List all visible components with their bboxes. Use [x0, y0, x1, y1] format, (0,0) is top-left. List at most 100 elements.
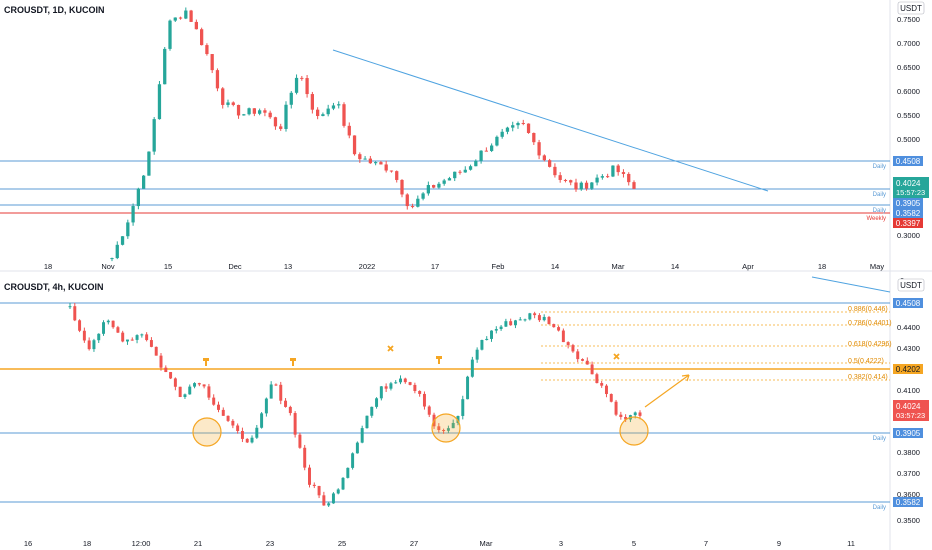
daily-candle: [416, 195, 420, 208]
daily-candle: [184, 7, 188, 20]
daily-candle: [453, 171, 457, 182]
4h-candle: [125, 339, 129, 345]
daily-candle: [384, 160, 388, 173]
daily-candle: [247, 107, 251, 116]
4h-candle: [355, 441, 359, 454]
4h-candle: [288, 405, 292, 416]
4h-candle: [485, 336, 489, 341]
4h-candle: [399, 375, 402, 385]
daily-candle: [421, 192, 425, 201]
4h-candle: [298, 432, 302, 449]
projection-arrow[interactable]: [644, 374, 690, 408]
daily-candle: [268, 110, 272, 119]
top-price-tick-0: 0.7500: [897, 15, 920, 24]
4h-candle: [308, 464, 311, 488]
4h-candle: [351, 452, 355, 470]
4h-candle: [73, 302, 77, 322]
4h-candle: [403, 377, 407, 384]
bottom-time-tick-5: 25: [338, 539, 346, 548]
top-time-axis[interactable]: 18 Nov 15 Dec 13 2022 17 Feb 14 Mar 14 Apr 18 May: [44, 262, 885, 271]
daily-candle: [316, 107, 320, 120]
4h-candle: [327, 501, 331, 507]
4h-candle: [533, 311, 537, 319]
4h-candle: [509, 318, 513, 326]
4h-candle: [552, 323, 556, 328]
daily-candle: [142, 175, 146, 189]
daily-candle: [352, 135, 357, 156]
top-price-axis[interactable]: 0.7500 0.7000 0.6500 0.6000 0.5500 0.5000 0.30…: [897, 15, 920, 240]
4h-chart-pane[interactable]: CROUSDT, 4h, KUCOIN 0 USDT 0.44000.43000…: [0, 276, 929, 548]
bottom-price-tick-4: 0.3800: [897, 448, 920, 457]
4h-candle: [379, 386, 383, 401]
svg-text:0.4508: 0.4508: [896, 157, 921, 166]
4h-candle: [581, 358, 585, 362]
badge-orange-0.4202: 0.4202: [893, 364, 923, 374]
4h-candle: [106, 319, 110, 325]
top-chart-title: CROUSDT, 1D, KUCOIN: [4, 5, 105, 15]
4h-candle: [236, 423, 240, 434]
4h-candle: [576, 349, 580, 363]
daily-candle: [426, 181, 430, 196]
bottom-time-tick-4: 23: [266, 539, 274, 548]
bottom-price-axis[interactable]: 0.44000.43000.41000.39000.38000.37000.36…: [897, 323, 920, 525]
daily-candle: [389, 170, 394, 173]
daily-chart-pane[interactable]: CROUSDT, 1D, KUCOIN USDT 0.7500 0.7000 0.6…: [0, 1, 929, 271]
daily-candle: [479, 150, 483, 164]
daily-candle: [484, 147, 488, 152]
daily-candle: [178, 16, 183, 20]
fibonacci-retracement[interactable]: 0.886(0.446) 0.786(0.4401) 0.618(0.4296)…: [541, 306, 892, 381]
daily-candle: [279, 123, 283, 131]
daily-candle: [131, 203, 135, 226]
daily-candle: [590, 182, 594, 190]
daily-candle: [115, 241, 119, 260]
daily-candle: [474, 159, 478, 167]
4h-candle: [600, 381, 604, 388]
4h-candle: [207, 383, 211, 401]
hammer-icon: [436, 356, 442, 364]
daily-candles[interactable]: [110, 7, 636, 262]
4h-candle: [528, 312, 532, 321]
top-time-tick-6: 17: [431, 262, 439, 271]
4h-candles[interactable]: [68, 302, 642, 507]
descending-trendline[interactable]: [332, 49, 769, 192]
4h-candle: [446, 425, 450, 434]
daily-candle: [294, 74, 299, 95]
daily-candle: [152, 117, 156, 155]
4h-candle: [389, 381, 393, 391]
fib-label-0.382: 0.382(0.414): [848, 374, 888, 381]
4h-candle: [173, 377, 177, 391]
bottom-time-tick-2: 12:00: [132, 539, 151, 548]
top-price-tick-6: 0.3000: [897, 231, 920, 240]
4h-candle: [341, 477, 345, 491]
badge-last-price-bottom: 0.4024 03:57:23: [893, 400, 929, 421]
daily-candle: [252, 108, 256, 117]
4h-candle: [255, 424, 259, 439]
4h-candle: [217, 401, 220, 413]
4h-candle: [595, 372, 599, 384]
4h-candle: [183, 393, 187, 399]
bottom-time-tick-10: 7: [704, 539, 708, 548]
4h-candle: [442, 428, 446, 434]
bottom-time-axis[interactable]: 16 18 12:00 21 23 25 27 Mar 3 5 7 9 11: [24, 539, 855, 548]
4h-candle: [82, 327, 86, 343]
daily-candle: [410, 203, 415, 209]
bottom-price-tick-2: 0.4100: [897, 386, 920, 395]
4h-candle: [518, 317, 522, 321]
bottom-price-tick-6: 0.3600: [897, 490, 920, 499]
4h-candle: [116, 325, 120, 333]
daily-candle: [490, 143, 494, 153]
4h-candle: [370, 406, 374, 418]
4h-candle: [427, 405, 431, 418]
4h-candle: [202, 384, 206, 389]
4h-candle: [561, 328, 565, 343]
support-circle-3: [619, 416, 649, 446]
bottom-time-tick-1: 18: [83, 539, 91, 548]
daily-candle: [600, 174, 604, 180]
daily-candle: [358, 152, 362, 163]
daily-candle: [126, 219, 130, 239]
cross-markers: [387, 345, 620, 360]
bottom-time-tick-3: 21: [194, 539, 202, 548]
4h-candle: [513, 319, 517, 329]
daily-candle: [379, 160, 383, 165]
